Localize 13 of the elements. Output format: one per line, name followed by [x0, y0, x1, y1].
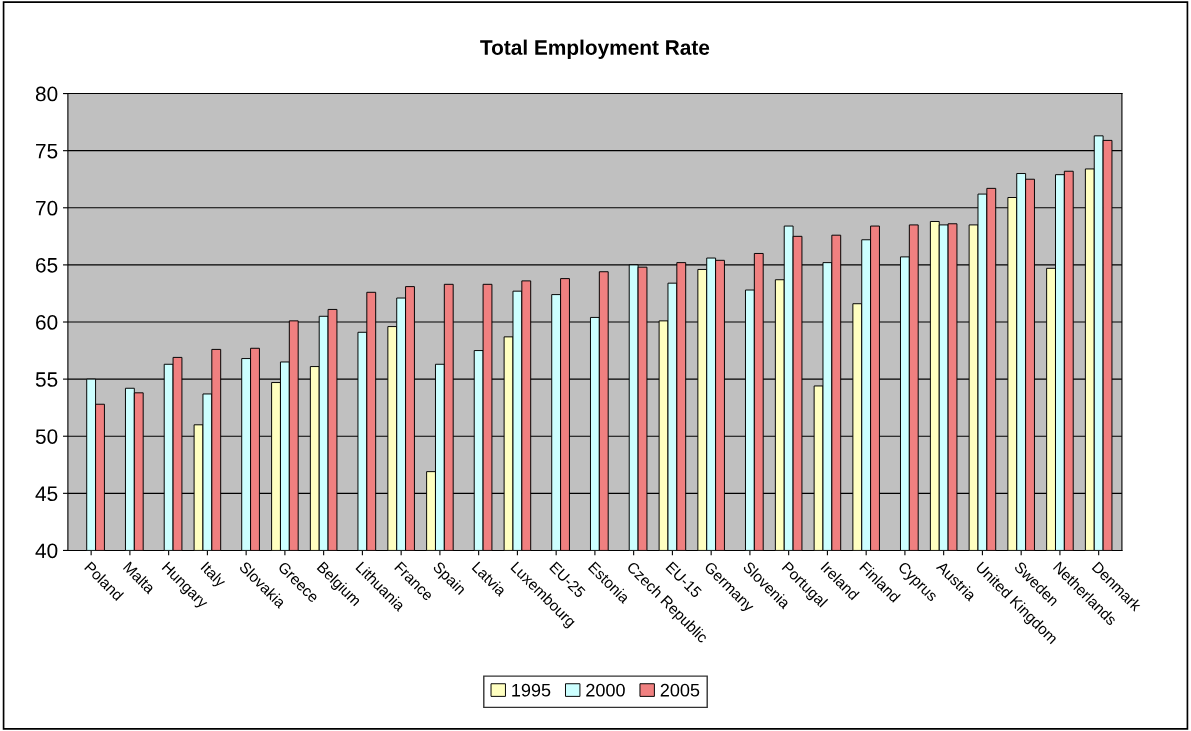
y-tick-label: 40: [35, 543, 58, 559]
legend-label: 2005: [660, 683, 700, 697]
legend-label: 1995: [512, 683, 551, 697]
chart-title: Total Employment Rate: [480, 39, 710, 59]
legend-label: 2000: [586, 683, 625, 697]
y-tick-label: 80: [35, 86, 58, 102]
y-tick-label: 70: [36, 200, 58, 216]
y-tick-label: 55: [35, 372, 58, 387]
y-tick-label: 60: [36, 315, 58, 330]
y-tick-label: 50: [35, 429, 58, 444]
y-tick-label: 45: [35, 486, 58, 502]
y-tick-label: 75: [36, 143, 58, 159]
y-tick-label: 65: [36, 257, 58, 273]
